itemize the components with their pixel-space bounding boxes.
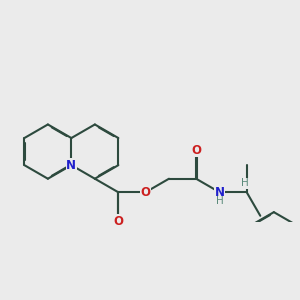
Text: O: O <box>113 214 123 227</box>
Text: O: O <box>191 143 201 157</box>
Text: H: H <box>216 196 224 206</box>
Text: H: H <box>241 178 249 188</box>
Text: O: O <box>140 186 151 199</box>
Text: N: N <box>214 186 225 199</box>
Text: N: N <box>66 159 76 172</box>
